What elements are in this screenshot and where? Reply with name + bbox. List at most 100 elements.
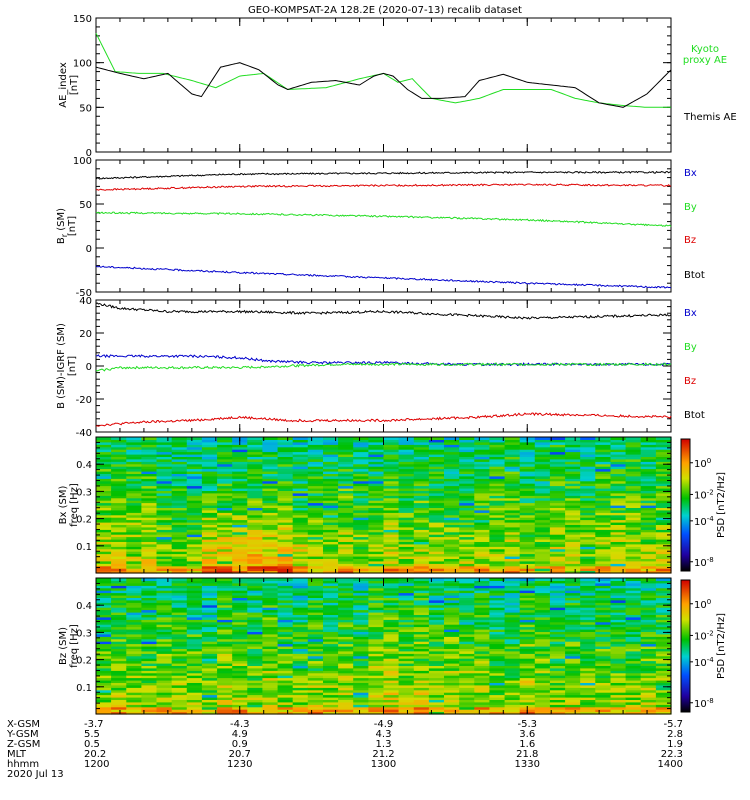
spectrogram-cell [459,689,475,693]
spectrogram-cell [323,565,339,569]
spectrogram-cell [595,463,611,467]
spectrogram-cell [201,609,218,613]
spectrogram-cell [640,478,657,482]
spectrogram-cell [519,626,536,630]
spectrogram-cell [444,475,460,479]
spectrogram-cell [428,551,445,555]
legend-btot: Btot [684,270,705,281]
spectrogram-cell [277,609,294,613]
spectrogram-cell [625,539,642,542]
spectrogram-cell [338,694,354,698]
spectrogram-cell [398,536,415,540]
spectrogram-cell [292,587,309,591]
spectrogram-cell [444,509,460,513]
spectrogram-cell [625,497,642,501]
spectrogram-cell [565,546,581,550]
spectrogram-cell [640,451,657,455]
spectrogram-cell [534,582,551,586]
spectrogram-cell [323,509,339,513]
spectrogram-cell [156,529,173,533]
spectrogram-cell [217,580,233,584]
spectrogram-cell [625,492,642,496]
spectrogram-cell [338,446,354,450]
spectrogram-cell [368,466,385,470]
spectrogram-cell [201,650,218,654]
y-axis-label: [nT] [69,75,80,95]
spectrogram-cell [292,492,309,496]
spectrogram-cell [247,478,263,482]
spectrogram-cell [489,633,506,637]
spectrogram-cell [413,543,430,547]
spectrogram-cell [519,587,536,591]
spectrogram-cell [307,636,324,640]
spectrogram-cell [156,505,173,508]
spectrogram-cell [413,677,430,681]
spectrogram-cell [368,624,385,628]
spectrogram-cell [171,624,188,628]
spectrogram-cell [413,517,430,521]
spectrogram-cell [156,636,173,640]
spectrogram-cell [459,502,475,506]
spectrogram-cell [595,565,611,569]
ephemeris-value: 1230 [227,759,252,770]
spectrogram-cell [217,437,233,440]
spectrogram-cell [338,631,354,635]
spectrogram-cell [126,612,142,615]
spectrogram-cell [383,587,400,591]
spectrogram-cell [126,658,142,662]
spectrogram-cell [217,711,233,715]
spectrogram-cell [474,582,490,586]
spectrogram-cell [262,570,279,574]
spectrogram-cell [171,699,188,703]
spectrogram-cell [504,626,521,630]
spectrogram-cell [640,483,657,487]
spectrogram-cell [428,529,445,533]
spectrogram-cell [277,680,294,683]
spectrogram-cell [610,512,627,516]
spectrogram-cell [580,517,596,521]
spectrogram-cell [156,680,173,683]
spectrogram-cell [655,546,672,550]
spectrogram-cell [126,629,142,632]
spectrogram-cell [489,463,506,467]
spectrogram-cell [398,582,415,586]
spectrogram-cell [262,466,279,470]
spectrogram-cell [126,665,142,669]
spectrogram-cell [565,536,581,540]
spectrogram-cell [428,592,445,596]
spectrogram-cell [534,502,551,506]
spectrogram-cell [247,568,263,572]
ephemeris-value: 1200 [84,759,109,770]
spectrogram-cell [247,441,263,445]
spectrogram-cell [126,568,142,572]
spectrogram-cell [595,689,611,693]
spectrogram-cell [428,612,445,615]
spectrogram-cell [96,604,112,608]
spectrogram-cell [534,466,551,470]
spectrogram-cell [580,461,596,465]
spectrogram-cell [428,672,445,676]
spectrogram-cell [474,648,490,652]
spectrogram-cell [232,466,248,470]
spectrogram-cell [428,548,445,552]
spectrogram-cell [156,492,173,496]
spectrogram-cell [353,592,369,596]
spectrogram-cell [186,548,203,552]
spectrogram-cell [232,454,248,457]
spectrogram-cell [217,624,233,628]
spectrogram-cell [292,548,309,552]
spectrogram-cell [338,595,354,598]
spectrogram-cell [323,526,339,530]
spectrogram-cell [232,607,248,611]
spectrogram-cell [186,667,203,671]
spectrogram-cell [580,704,596,708]
spectrogram-cell [111,483,127,487]
spectrogram-cell [474,449,490,453]
spectrogram-cell [262,478,279,482]
spectrogram-cell [519,475,536,479]
spectrogram-cell [549,475,566,479]
spectrogram-cell [232,684,248,688]
spectrogram-cell [111,592,127,596]
spectrogram-cell [428,454,445,457]
spectrogram-cell [126,682,142,686]
